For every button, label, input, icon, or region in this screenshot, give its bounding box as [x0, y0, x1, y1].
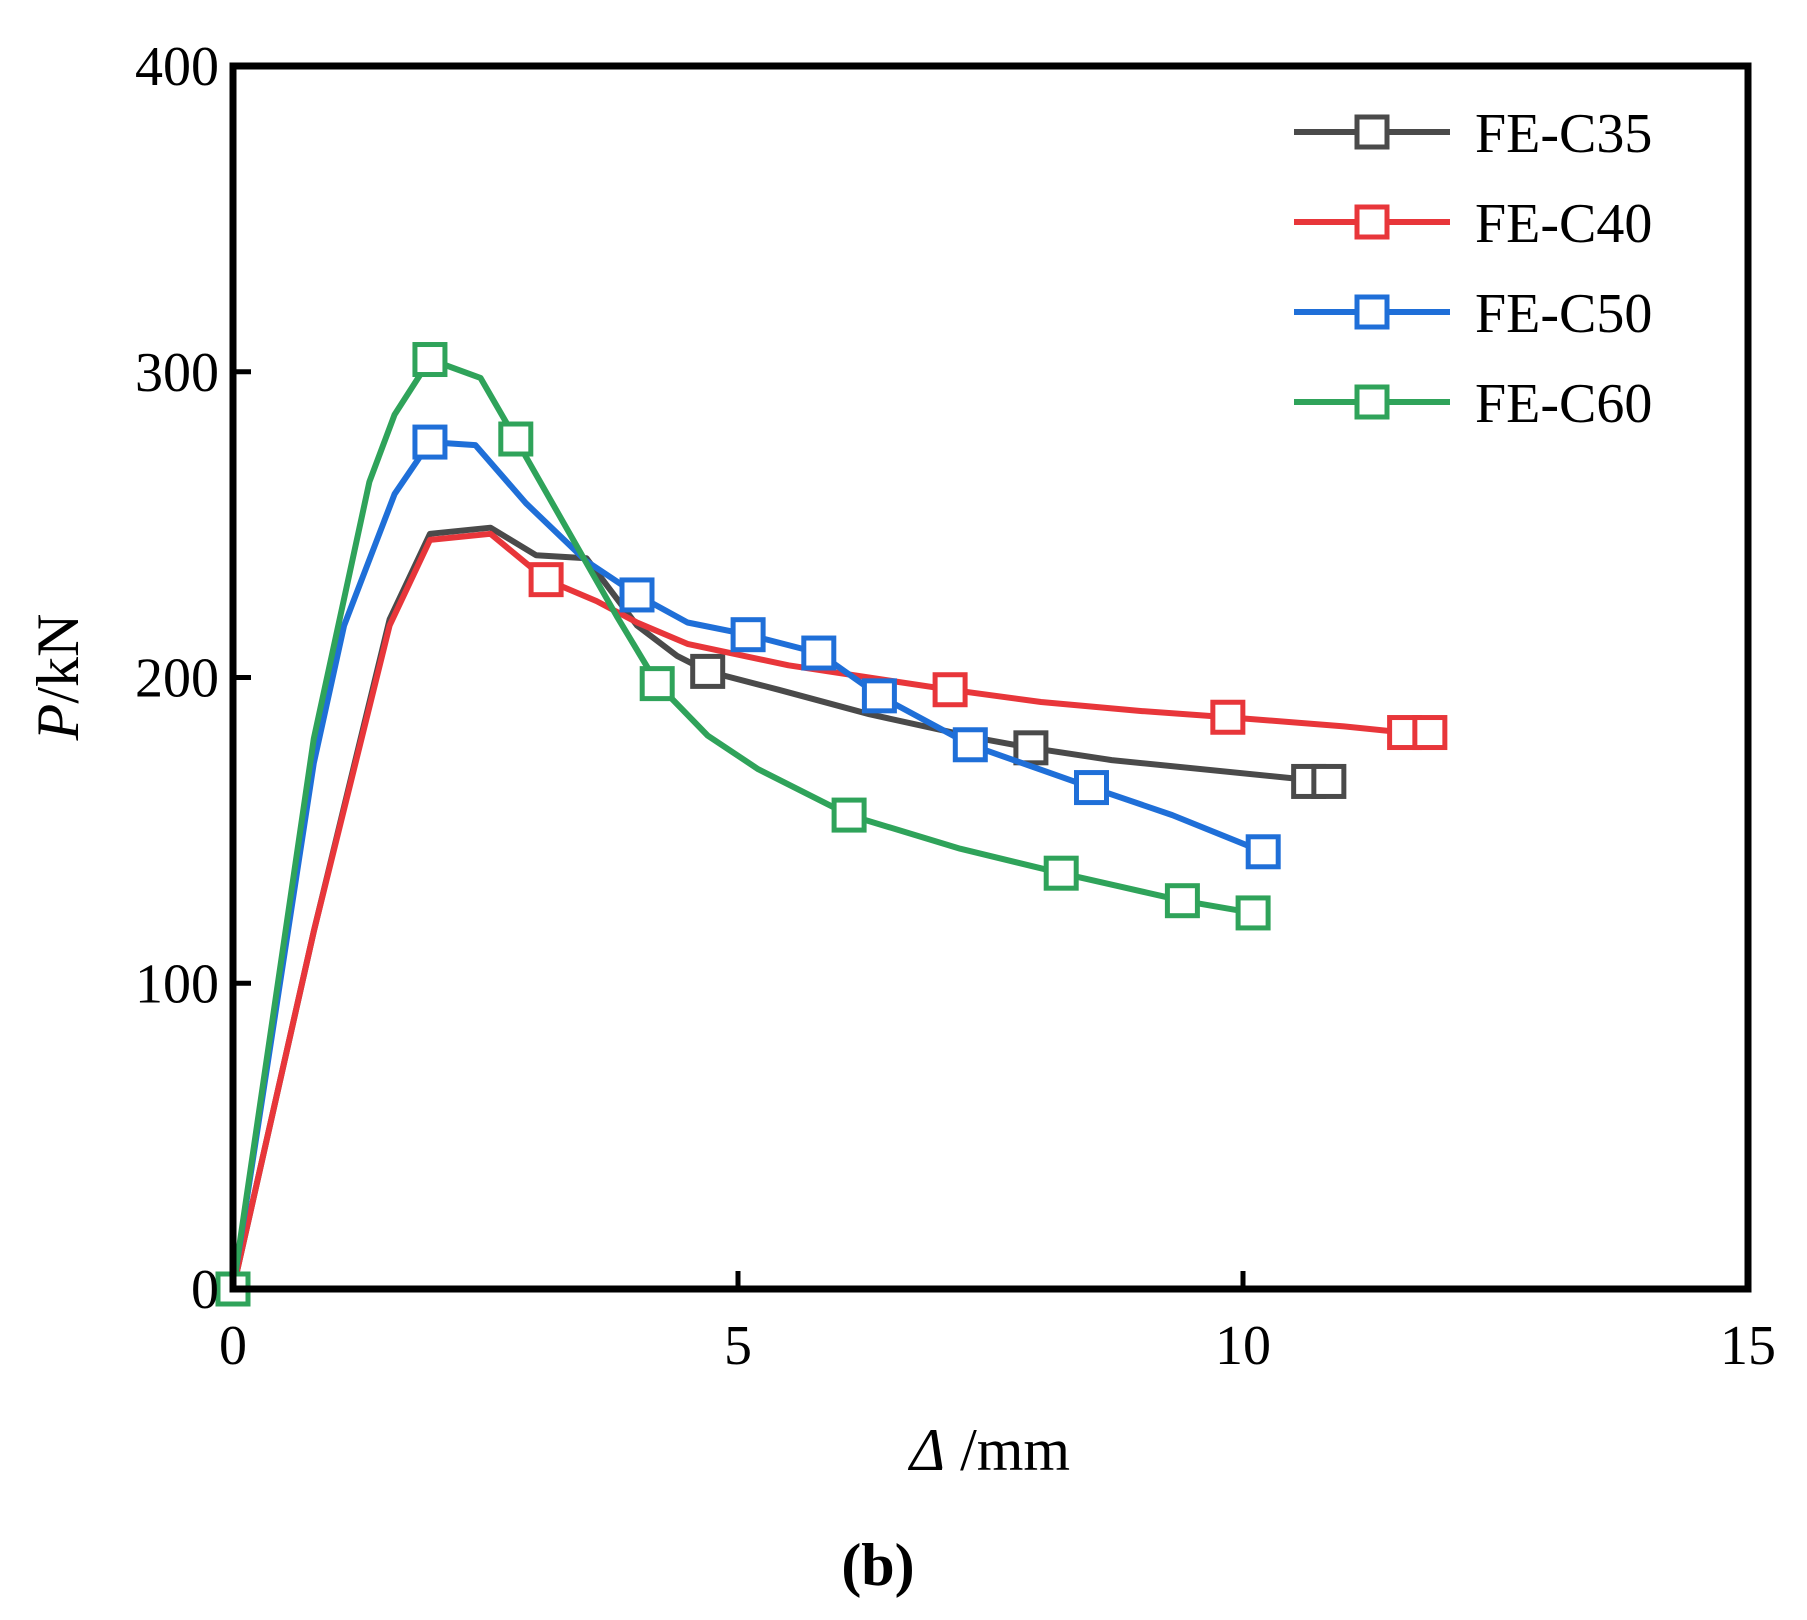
data-point-marker [801, 635, 837, 671]
y-axis-label-symbol: P [25, 704, 91, 742]
data-point-marker [528, 562, 564, 598]
x-axis: 0 5 10 15 [219, 1271, 1776, 1377]
x-tick-label: 15 [1720, 1315, 1776, 1377]
data-point-marker [1210, 699, 1246, 735]
data-point-marker [1013, 730, 1049, 766]
x-tick-label: 0 [219, 1315, 247, 1377]
data-point-marker [1245, 834, 1281, 870]
data-point-marker [730, 617, 766, 653]
data-point-marker [831, 797, 867, 833]
data-point-marker [690, 653, 726, 689]
legend-marker [1354, 204, 1390, 240]
series-line [230, 530, 1433, 1292]
y-tick-label: 200 [135, 648, 219, 710]
legend-item: FE-C35 [1294, 103, 1652, 165]
data-point-marker [861, 678, 897, 714]
y-axis-label-unit: /kN [25, 614, 91, 704]
x-axis-label-symbol: Δ [908, 1417, 945, 1483]
y-axis-label: P/kN [25, 614, 91, 742]
data-point-marker [1043, 855, 1079, 891]
x-tick-label: 5 [724, 1315, 752, 1377]
data-point-marker [1164, 883, 1200, 919]
data-point-marker [1412, 715, 1448, 751]
data-point-marker [412, 424, 448, 460]
series-line [230, 356, 1257, 1292]
data-point-marker [1074, 770, 1109, 806]
data-point-marker [932, 672, 968, 708]
y-tick-label: 100 [135, 953, 219, 1015]
legend-label: FE-C50 [1475, 283, 1652, 345]
legend-label: FE-C35 [1475, 103, 1652, 165]
legend-item: FE-C50 [1294, 283, 1652, 345]
plot-series [215, 342, 1448, 1307]
legend-item: FE-C40 [1294, 193, 1652, 255]
y-axis: 0 100 200 300 400 [135, 36, 251, 1321]
x-tick-label: 10 [1215, 1315, 1271, 1377]
legend-item: FE-C60 [1294, 373, 1652, 435]
legend-marker [1354, 294, 1390, 330]
data-point-marker [1235, 895, 1271, 931]
series-line [230, 439, 1267, 1292]
x-axis-label: Δ /mm [908, 1417, 1070, 1483]
data-point-marker [639, 666, 675, 702]
panel-label: (b) [841, 1532, 914, 1598]
legend: FE-C35 FE-C40 FE-C50 FE-C60 [1294, 103, 1652, 435]
series-fe-c50 [215, 424, 1281, 1307]
y-tick-label: 0 [191, 1259, 219, 1321]
data-point-marker [498, 421, 534, 457]
series-fe-c60 [215, 342, 1271, 1307]
y-tick-label: 300 [135, 342, 219, 404]
data-point-marker [619, 577, 655, 613]
legend-label: FE-C40 [1475, 193, 1652, 255]
data-point-marker [952, 727, 988, 763]
y-tick-label: 400 [135, 36, 219, 98]
legend-label: FE-C60 [1475, 373, 1652, 435]
legend-marker [1354, 114, 1390, 150]
data-point-marker [1311, 763, 1347, 799]
data-point-marker [412, 342, 448, 378]
legend-marker [1354, 384, 1390, 420]
x-axis-label-unit: /mm [945, 1417, 1070, 1483]
